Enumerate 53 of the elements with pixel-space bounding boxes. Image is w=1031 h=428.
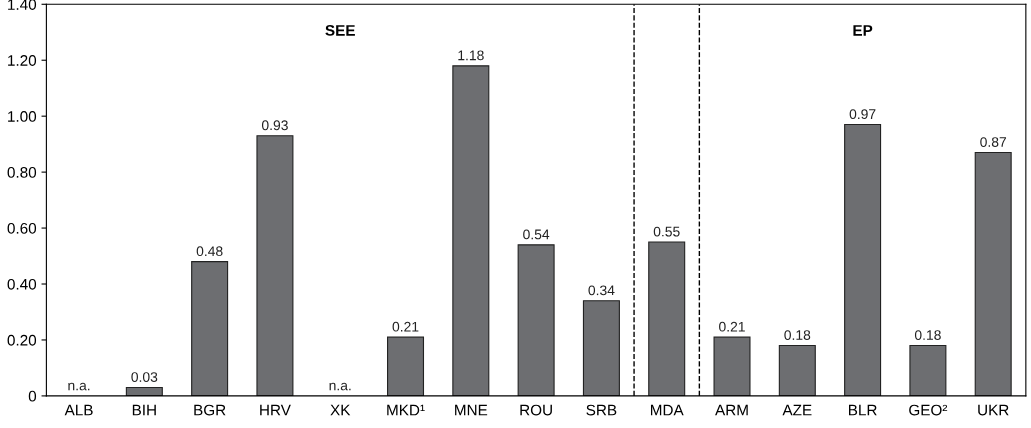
bar [844, 124, 882, 396]
y-tick-label: 0 [28, 390, 37, 402]
data-label: 0.18 [784, 330, 811, 341]
bar [648, 241, 686, 396]
bar [582, 300, 620, 396]
x-tick-label: GEO² [909, 404, 948, 416]
data-label: 0.48 [196, 246, 223, 257]
data-label: 0.18 [914, 330, 941, 341]
annotation: EP [853, 25, 873, 36]
data-label: 0.21 [392, 321, 419, 332]
x-tick-label: AZE [782, 404, 812, 416]
bar [778, 344, 816, 396]
y-tick-label: 1.00 [8, 111, 37, 122]
text: n.a. [329, 382, 351, 391]
bar [387, 336, 425, 396]
annotation: SEE [325, 24, 355, 36]
data-label: 0.03 [131, 372, 158, 382]
x-tick-label: BGR [194, 404, 226, 416]
text: n.a. [68, 382, 90, 391]
x-tick-label: MKD¹ [387, 404, 425, 416]
x-tick-label: MDA [650, 404, 684, 416]
bar [909, 344, 947, 396]
x-tick-label: ARM [715, 404, 748, 416]
y-tick-label: 0.40 [7, 278, 37, 290]
x-tick-label: MNE [455, 404, 488, 416]
y-tick-label: 0.80 [7, 166, 37, 178]
bar [713, 336, 751, 396]
bar [191, 261, 229, 396]
data-label: 1.18 [458, 50, 484, 61]
data-label: 0.93 [261, 120, 288, 131]
bar [452, 65, 490, 396]
bar [974, 151, 1012, 396]
x-tick-label: ALB [64, 404, 93, 416]
data-label: 0.87 [980, 137, 1007, 147]
x-tick-label: BLR [849, 404, 877, 416]
data-label: 0.54 [523, 229, 550, 240]
y-tick-label: 0.20 [7, 334, 37, 346]
bar [125, 386, 163, 396]
x-tick-label: SRB [586, 404, 617, 416]
y-tick-label: 1.20 [8, 55, 37, 66]
bar [517, 244, 555, 396]
x-tick-label: UKR [978, 404, 1009, 416]
y-tick-label: 1.40 [8, 0, 37, 10]
x-tick-label: HRV [260, 404, 291, 416]
data-label: 0.34 [588, 285, 615, 296]
y-tick-label: 0.60 [7, 222, 37, 234]
data-label: 0.97 [849, 109, 876, 120]
data-label: 0.21 [719, 321, 745, 332]
bar [256, 135, 294, 396]
x-tick-label: XK [330, 404, 351, 416]
x-tick-label: BIH [132, 404, 156, 416]
x-tick-label: ROU [520, 404, 552, 416]
data-label: 0.55 [653, 226, 680, 237]
